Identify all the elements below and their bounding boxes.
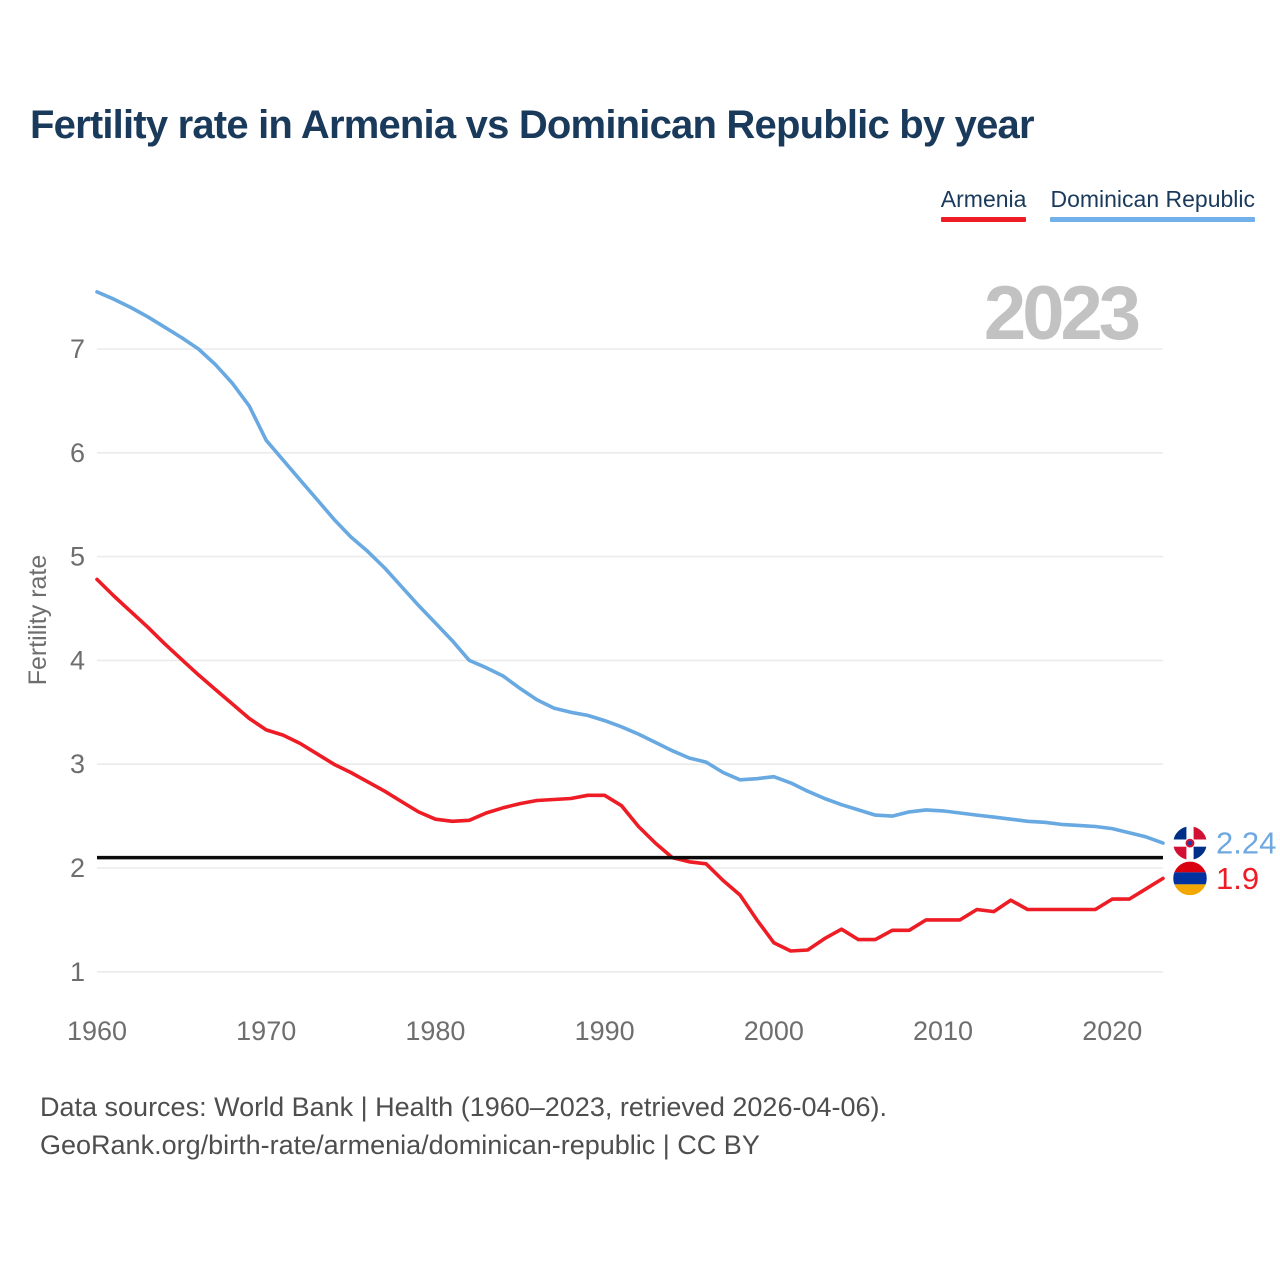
x-tick-label-2010: 2010 <box>913 1016 973 1046</box>
y-axis-title: Fertility rate <box>24 555 52 686</box>
armenia-flag-border <box>1171 860 1209 897</box>
armenia-flag-icon <box>1172 860 1208 896</box>
armenia-line[interactable] <box>95 577 1165 953</box>
y-tick-label-1: 1 <box>70 957 85 987</box>
legend-label-dominican-republic: Dominican Republic <box>1050 186 1255 212</box>
y-tick-label-4: 4 <box>70 645 85 675</box>
x-tick-label-2020: 2020 <box>1082 1016 1142 1046</box>
y-tick-label-5: 5 <box>70 542 85 572</box>
y-tick-label-3: 3 <box>70 749 85 779</box>
dominican-republic-line[interactable] <box>95 290 1165 845</box>
x-tick-label-1990: 1990 <box>575 1016 635 1046</box>
legend-item-dominican-republic[interactable]: Dominican Republic <box>1050 186 1255 222</box>
x-tick-label-1980: 1980 <box>405 1016 465 1046</box>
legend-item-armenia[interactable]: Armenia <box>940 186 1027 222</box>
x-tick-label-1970: 1970 <box>236 1016 296 1046</box>
y-tick-label-7: 7 <box>70 334 85 364</box>
legend: Armenia Dominican Republic <box>940 186 1255 222</box>
x-tick-label-1960: 1960 <box>67 1016 127 1046</box>
year-watermark: 2023 <box>983 271 1141 356</box>
legend-label-armenia: Armenia <box>940 186 1027 212</box>
chart-title: Fertility rate in Armenia vs Dominican R… <box>30 103 1035 147</box>
footer-attribution: GeoRank.org/birth-rate/armenia/dominican… <box>40 1129 760 1160</box>
y-tick-label-6: 6 <box>70 438 85 468</box>
footer: Data sources: World Bank | Health (1960–… <box>40 1089 887 1164</box>
armenia-end-value: 1.9 <box>1216 861 1259 896</box>
legend-underline-dominican-republic <box>1050 217 1255 222</box>
y-tick-label-2: 2 <box>70 853 85 883</box>
x-tick-label-2000: 2000 <box>744 1016 804 1046</box>
dominican-republic-end-value: 2.24 <box>1216 826 1276 861</box>
footer-data-sources: Data sources: World Bank | Health (1960–… <box>40 1092 887 1122</box>
legend-underline-armenia <box>940 217 1027 222</box>
